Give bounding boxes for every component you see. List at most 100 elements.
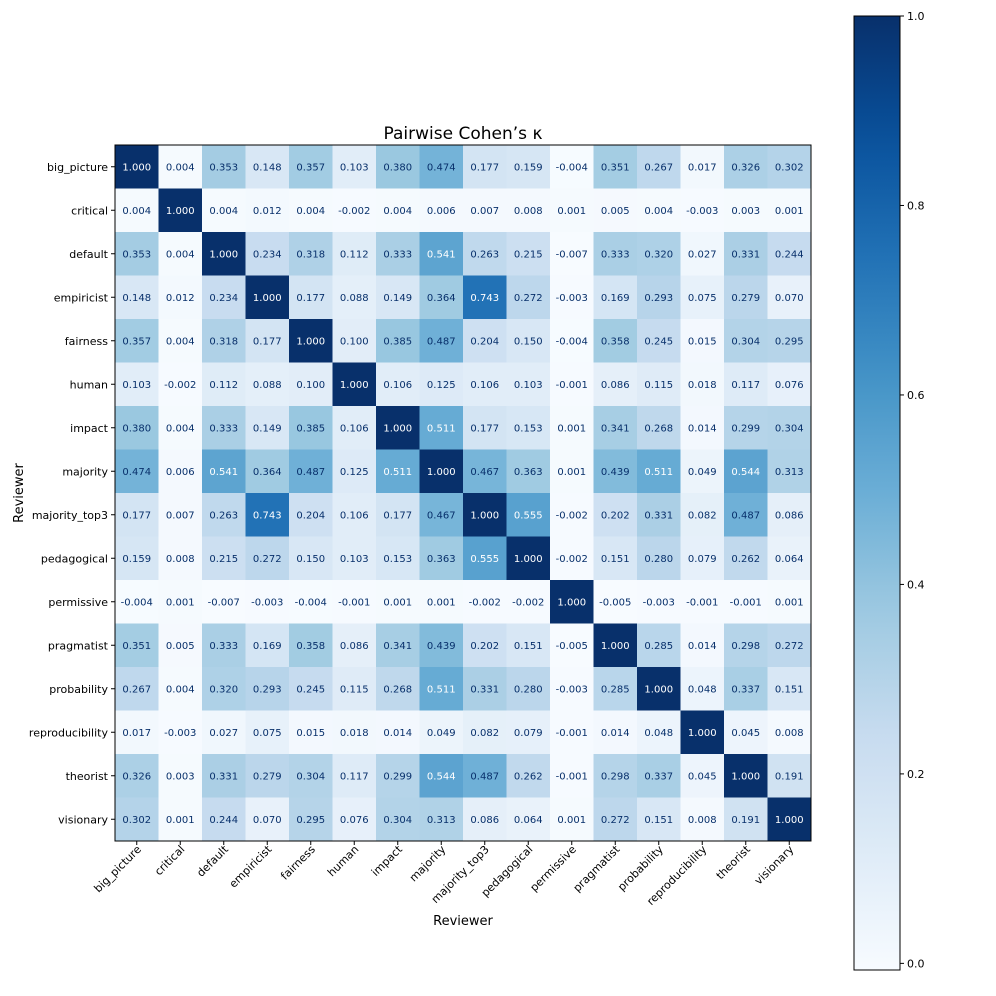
heatmap-cell xyxy=(724,580,768,624)
heatmap-cell xyxy=(506,188,551,233)
heatmap-cell xyxy=(245,232,290,276)
cell-value-label: 0.364 xyxy=(253,467,282,478)
cell-value-label: 1.000 xyxy=(775,815,804,826)
y-tick-label: empiricist xyxy=(54,291,109,304)
heatmap-cell xyxy=(158,493,203,537)
heatmap-cell xyxy=(637,580,681,624)
cell-value-label: 0.304 xyxy=(296,771,325,782)
cell-value-label: 0.234 xyxy=(253,249,282,260)
cell-value-label: 0.004 xyxy=(166,423,195,434)
cell-value-label: 1.000 xyxy=(731,771,760,782)
cell-value-label: -0.004 xyxy=(121,597,153,608)
heatmap-cell xyxy=(245,188,290,233)
cell-value-label: -0.002 xyxy=(556,554,588,565)
heatmap-cell xyxy=(767,406,812,450)
heatmap-cell xyxy=(202,362,246,407)
cell-value-label: 0.007 xyxy=(470,206,499,217)
heatmap-cell xyxy=(506,580,551,624)
heatmap-cell xyxy=(550,188,594,233)
heatmap-cell xyxy=(202,449,246,494)
heatmap-cell xyxy=(245,754,290,798)
heatmap-cell xyxy=(289,710,333,755)
heatmap-cell xyxy=(289,623,333,668)
cell-value-label: -0.002 xyxy=(556,510,588,521)
cell-value-label: 0.082 xyxy=(688,510,717,521)
cell-value-label: 0.511 xyxy=(644,467,673,478)
heatmap-cell xyxy=(463,188,507,233)
cell-value-label: 0.177 xyxy=(122,510,151,521)
x-tick-label: critical xyxy=(152,843,187,878)
heatmap-cell xyxy=(115,406,159,450)
cell-value-label: 0.280 xyxy=(644,554,673,565)
x-tick-label: empiricist xyxy=(227,842,275,890)
cell-value-label: 0.106 xyxy=(340,510,369,521)
heatmap-cell xyxy=(202,797,246,842)
heatmap-cell xyxy=(593,319,638,363)
heatmap-cell xyxy=(593,667,638,711)
heatmap-cell xyxy=(463,580,507,624)
cell-value-label: 0.262 xyxy=(731,554,760,565)
cell-value-label: 1.000 xyxy=(383,423,412,434)
cell-value-label: 0.467 xyxy=(470,467,499,478)
cell-value-label: 0.293 xyxy=(253,684,282,695)
cell-value-label: 0.112 xyxy=(340,249,369,260)
heatmap-cell xyxy=(767,275,812,320)
cell-value-label: 0.004 xyxy=(296,206,325,217)
cell-value-label: 0.153 xyxy=(514,423,543,434)
heatmap-cell xyxy=(376,232,420,276)
heatmap-cell xyxy=(245,449,290,494)
cell-value-label: 0.048 xyxy=(644,728,673,739)
colorbar-tick-label: 0.2 xyxy=(907,768,925,781)
heatmap-cell xyxy=(202,493,246,537)
y-tick-labels: big_picture critical default empiricist fair… xyxy=(29,161,115,826)
heatmap-cell xyxy=(245,406,290,450)
cell-value-label: 0.015 xyxy=(296,728,325,739)
heatmap-cell xyxy=(506,710,551,755)
cell-value-label: 0.333 xyxy=(383,249,412,260)
heatmap-cell xyxy=(419,754,464,798)
cell-value-label: 1.000 xyxy=(688,728,717,739)
cell-value-label: 0.204 xyxy=(296,510,325,521)
heatmap-cell xyxy=(115,145,159,189)
heatmap-cell xyxy=(680,710,725,755)
cell-value-label: 0.079 xyxy=(514,728,543,739)
heatmap-cell xyxy=(245,362,290,407)
cell-value-label: 0.001 xyxy=(557,423,586,434)
cell-value-label: 0.018 xyxy=(688,380,717,391)
heatmap-cell xyxy=(550,449,594,494)
heatmap-cell xyxy=(767,710,812,755)
cell-value-label: 0.086 xyxy=(601,380,630,391)
cell-value-label: 0.006 xyxy=(427,206,456,217)
heatmap-cell xyxy=(680,449,725,494)
y-tick-label: majority_top3 xyxy=(32,509,108,522)
heatmap-cell xyxy=(115,493,159,537)
plot-frame xyxy=(114,144,812,842)
heatmap-cell xyxy=(202,754,246,798)
heatmap-cell xyxy=(115,449,159,494)
cell-value-label: 0.004 xyxy=(166,249,195,260)
heatmap-cell xyxy=(419,275,464,320)
heatmap-cell xyxy=(724,275,768,320)
cell-value-label: 0.341 xyxy=(601,423,630,434)
y-tick-label: impact xyxy=(70,422,109,435)
cell-value-label: 0.204 xyxy=(470,336,499,347)
heatmap-cell xyxy=(202,580,246,624)
cell-value-label: 1.000 xyxy=(427,467,456,478)
cell-value-label: 0.439 xyxy=(601,467,630,478)
cell-value-label: -0.001 xyxy=(556,380,588,391)
heatmap-cell xyxy=(724,536,768,581)
cell-value-label: 0.357 xyxy=(122,336,151,347)
heatmap-cell xyxy=(419,667,464,711)
heatmap-cell xyxy=(550,362,594,407)
heatmap-cell xyxy=(724,362,768,407)
heatmap-cell xyxy=(767,493,812,537)
heatmap-cell xyxy=(680,493,725,537)
cell-value-label: 0.086 xyxy=(470,815,499,826)
cell-value-label: 0.076 xyxy=(340,815,369,826)
heatmap-cell xyxy=(376,623,420,668)
cell-value-label: 0.075 xyxy=(253,728,282,739)
cell-value-label: 0.008 xyxy=(688,815,717,826)
cell-value-label: 0.333 xyxy=(601,249,630,260)
colorbar-tick-label: 0.4 xyxy=(907,578,925,591)
